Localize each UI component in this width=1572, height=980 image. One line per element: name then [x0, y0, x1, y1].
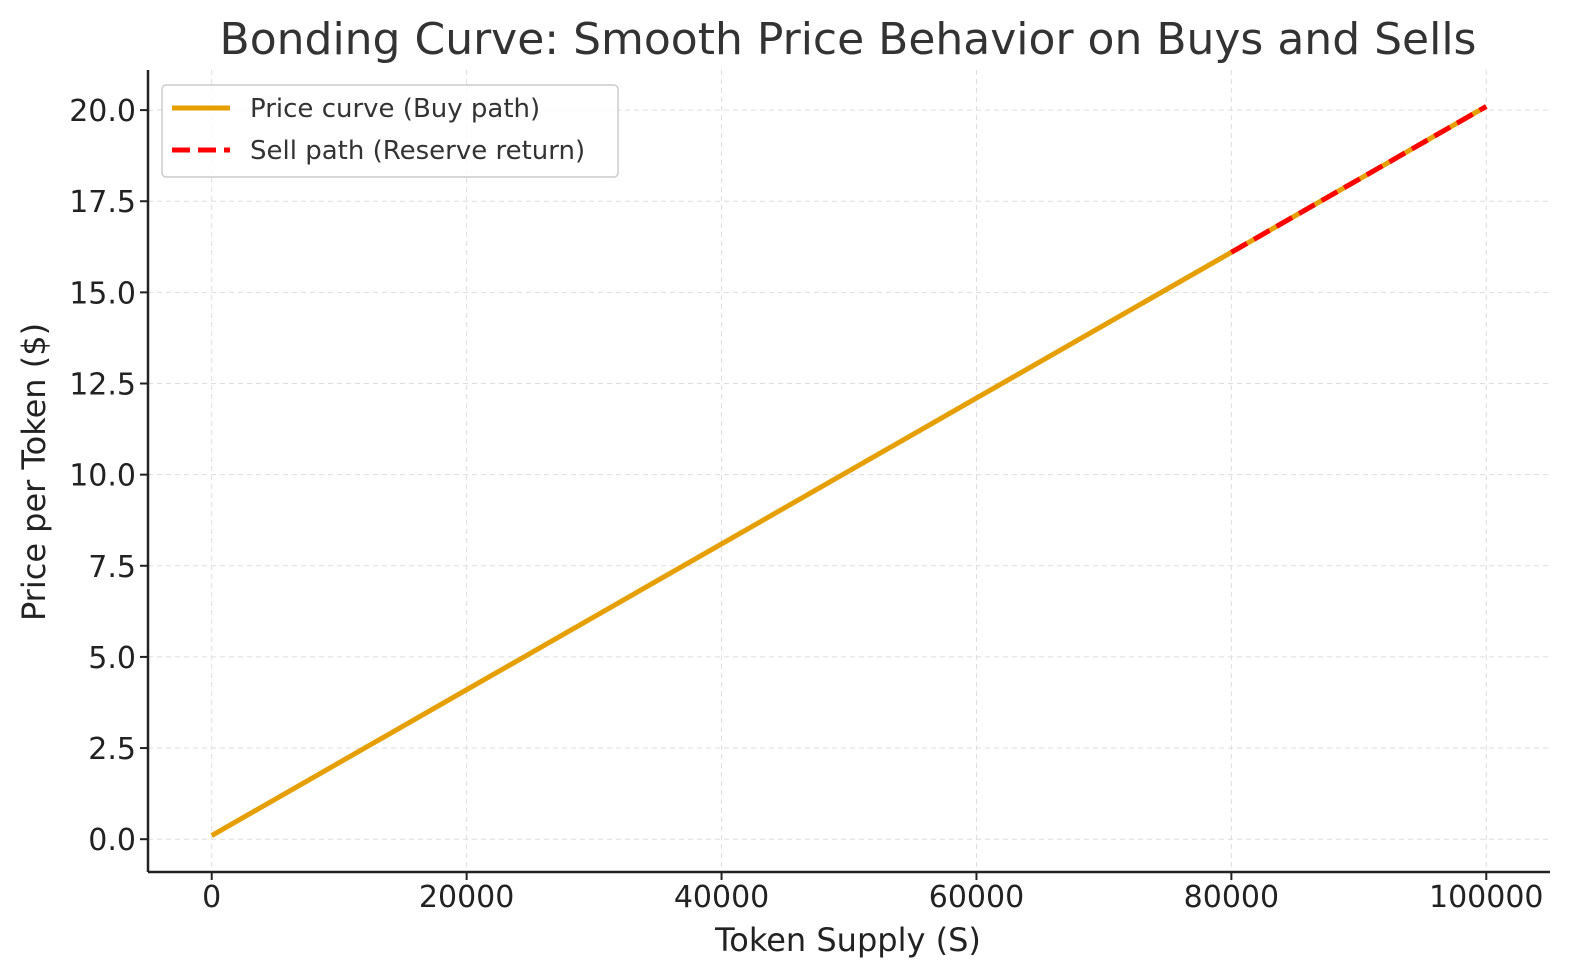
- y-tick-label-8: 20.0: [69, 94, 136, 129]
- legend-label-1: Sell path (Reserve return): [250, 136, 585, 166]
- series-lines: [210, 104, 1488, 838]
- y-tick-label-7: 17.5: [69, 185, 136, 220]
- y-tick-label-0: 0.0: [88, 823, 136, 858]
- series-line-1: [1230, 104, 1488, 255]
- x-tick-label-3: 60000: [929, 880, 1024, 915]
- y-axis-label: Price per Token ($): [15, 323, 53, 621]
- y-tick-label-3: 7.5: [88, 550, 136, 585]
- x-tick-label-5: 100000: [1429, 880, 1544, 915]
- y-tick-label-1: 2.5: [88, 732, 136, 767]
- y-tick-label-5: 12.5: [69, 368, 136, 403]
- legend-label-0: Price curve (Buy path): [250, 94, 540, 124]
- x-tick-label-2: 40000: [674, 880, 769, 915]
- y-tick-label-6: 15.0: [69, 276, 136, 311]
- legend: Price curve (Buy path) Sell path (Reserve…: [161, 84, 619, 178]
- tick-labels: 0 20000 40000 60000 80000 100000 0.0 2.5 5.0 7.5 1…: [69, 94, 1543, 915]
- y-tick-label-4: 10.0: [69, 459, 136, 494]
- y-tick-label-2: 5.0: [88, 641, 136, 676]
- x-tick-label-0: 0: [202, 880, 221, 915]
- legend-frame: [161, 84, 619, 178]
- x-tick-label-4: 80000: [1184, 880, 1279, 915]
- axes: [146, 70, 1550, 874]
- x-axis-label: Token Supply (S): [714, 921, 981, 959]
- chart-title: Bonding Curve: Smooth Price Behavior on …: [220, 14, 1477, 65]
- x-tick-label-1: 20000: [419, 880, 514, 915]
- grid-lines: [148, 70, 1550, 872]
- series-line-0: [210, 104, 1488, 838]
